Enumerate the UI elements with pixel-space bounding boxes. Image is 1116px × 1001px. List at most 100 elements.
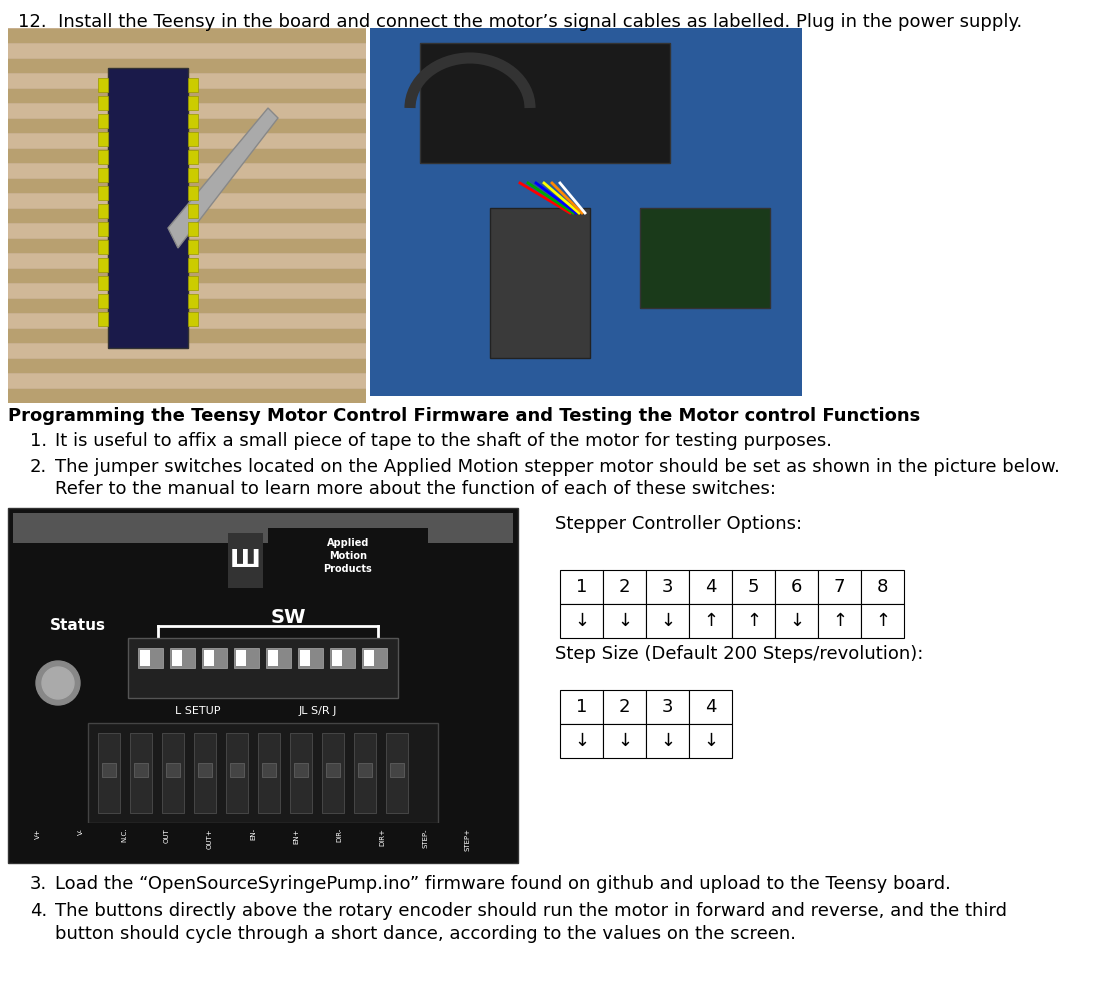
Text: It is useful to affix a small piece of tape to the shaft of the motor for testin: It is useful to affix a small piece of t… xyxy=(55,432,833,450)
Bar xyxy=(646,724,689,758)
Bar xyxy=(8,28,366,396)
Text: EN+: EN+ xyxy=(294,828,299,844)
Bar xyxy=(108,68,187,348)
Text: 7: 7 xyxy=(834,578,845,596)
Text: Load the “OpenSourceSyringePump.ino” firmware found on github and upload to the : Load the “OpenSourceSyringePump.ino” fir… xyxy=(55,875,951,893)
Bar xyxy=(172,650,182,666)
Bar xyxy=(290,733,312,813)
Text: STEP-: STEP- xyxy=(422,828,429,848)
Bar xyxy=(389,763,404,777)
Circle shape xyxy=(42,667,74,699)
Text: ↑: ↑ xyxy=(831,612,847,630)
Bar xyxy=(862,570,904,604)
Bar xyxy=(732,604,775,638)
Bar xyxy=(98,168,108,182)
Text: DIR+: DIR+ xyxy=(379,828,385,846)
Bar xyxy=(362,648,387,668)
Text: JL S/R J: JL S/R J xyxy=(299,706,337,716)
Text: ↓: ↓ xyxy=(617,612,632,630)
Bar xyxy=(326,763,340,777)
Bar xyxy=(8,254,366,268)
Bar xyxy=(98,204,108,218)
Bar xyxy=(8,194,366,208)
Bar xyxy=(358,763,372,777)
Bar xyxy=(8,359,366,373)
Text: 4.: 4. xyxy=(30,902,47,920)
Bar xyxy=(266,648,291,668)
Bar xyxy=(689,570,732,604)
Text: Refer to the manual to learn more about the function of each of these switches:: Refer to the manual to learn more about … xyxy=(55,480,776,498)
Text: 2: 2 xyxy=(618,698,631,716)
Bar xyxy=(371,28,802,396)
Text: Applied: Applied xyxy=(327,538,369,548)
Text: DIR-: DIR- xyxy=(336,828,341,842)
Text: ↓: ↓ xyxy=(660,612,675,630)
Bar xyxy=(8,239,366,253)
Bar xyxy=(187,294,198,308)
Bar xyxy=(234,648,259,668)
Text: Programming the Teensy Motor Control Firmware and Testing the Motor control Func: Programming the Teensy Motor Control Fir… xyxy=(8,407,921,425)
Text: OUT+: OUT+ xyxy=(206,828,213,849)
Bar xyxy=(646,570,689,604)
Bar xyxy=(330,648,355,668)
Bar xyxy=(775,570,818,604)
Text: Status: Status xyxy=(50,618,106,633)
Bar xyxy=(8,314,366,328)
Text: OUT: OUT xyxy=(164,828,170,843)
Bar xyxy=(129,733,152,813)
Bar xyxy=(13,823,513,863)
Bar xyxy=(98,78,108,92)
Polygon shape xyxy=(169,108,278,248)
Bar xyxy=(603,690,646,724)
Bar xyxy=(268,650,278,666)
Bar xyxy=(235,650,246,666)
Bar xyxy=(198,763,212,777)
Bar xyxy=(98,96,108,110)
Text: N.C.: N.C. xyxy=(121,828,127,843)
Text: 3.: 3. xyxy=(30,875,47,893)
Text: ↓: ↓ xyxy=(660,732,675,750)
Bar xyxy=(8,179,366,193)
Text: 1: 1 xyxy=(576,698,587,716)
Bar xyxy=(187,258,198,272)
Bar xyxy=(98,132,108,146)
Bar xyxy=(187,186,198,200)
Text: The jumper switches located on the Applied Motion stepper motor should be set as: The jumper switches located on the Appli… xyxy=(55,458,1060,476)
Text: Ш: Ш xyxy=(230,548,260,572)
Bar xyxy=(268,528,429,593)
Text: ↑: ↑ xyxy=(703,612,718,630)
Bar xyxy=(8,224,366,238)
Bar xyxy=(187,168,198,182)
Bar xyxy=(187,96,198,110)
Bar xyxy=(294,763,308,777)
Bar xyxy=(364,650,374,666)
Text: V+: V+ xyxy=(35,828,41,839)
Bar xyxy=(170,648,195,668)
Bar xyxy=(187,204,198,218)
Bar xyxy=(8,344,366,358)
Bar xyxy=(8,104,366,118)
Bar xyxy=(204,650,214,666)
Text: 1: 1 xyxy=(576,578,587,596)
Bar xyxy=(202,648,227,668)
Bar xyxy=(187,150,198,164)
Bar xyxy=(8,149,366,163)
Bar xyxy=(420,43,670,163)
Bar xyxy=(8,209,366,223)
Text: ↓: ↓ xyxy=(703,732,718,750)
Bar xyxy=(98,258,108,272)
Bar xyxy=(98,114,108,128)
Text: 2: 2 xyxy=(618,578,631,596)
Bar xyxy=(603,724,646,758)
Bar xyxy=(187,78,198,92)
Bar xyxy=(8,374,366,388)
Bar xyxy=(8,44,366,58)
Bar xyxy=(646,604,689,638)
Bar xyxy=(88,723,437,823)
Bar xyxy=(818,570,862,604)
Text: 3: 3 xyxy=(662,578,673,596)
Text: ↓: ↓ xyxy=(789,612,804,630)
Bar xyxy=(775,604,818,638)
Bar xyxy=(140,650,150,666)
Bar xyxy=(187,114,198,128)
